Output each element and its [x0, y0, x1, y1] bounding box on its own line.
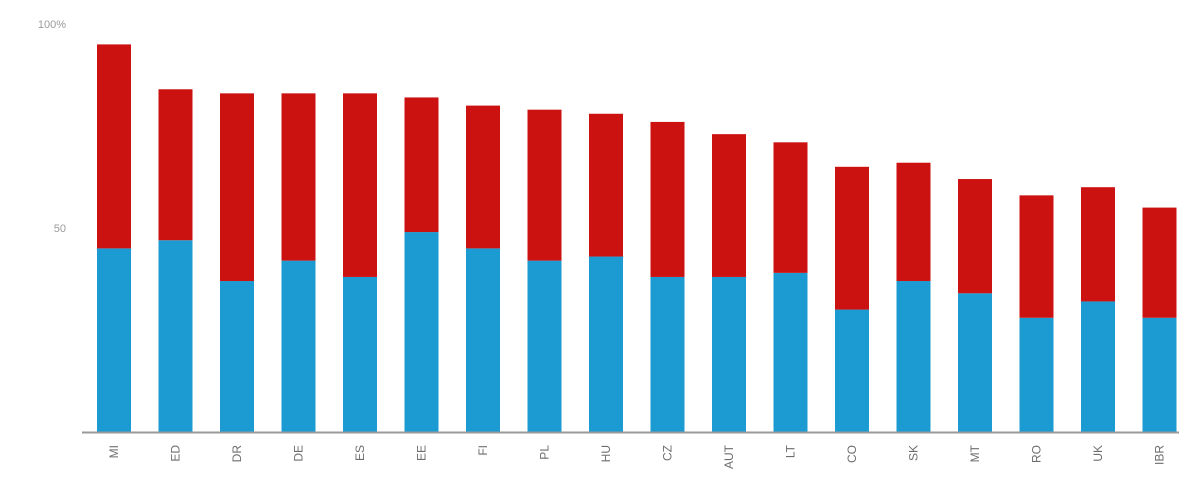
bar-segment-1 [1019, 317, 1054, 432]
category-label: MT [968, 444, 982, 462]
bar-segment-1 [835, 309, 869, 432]
bar-segment-2 [1019, 195, 1054, 318]
category-label: CO [845, 445, 859, 463]
bar-segment-1 [896, 281, 931, 432]
category-label: AUT [722, 444, 736, 469]
category-label: EE [415, 445, 429, 461]
category-label: RO [1030, 445, 1044, 463]
bar-segment-1 [158, 240, 193, 432]
bar-segment-2 [343, 93, 377, 277]
bar-segment-1 [650, 276, 685, 432]
bar-segment-2 [97, 44, 131, 249]
bar-segment-2 [281, 93, 316, 261]
bar-segment-2 [158, 89, 193, 241]
bar-segment-2 [712, 134, 746, 277]
bar-segment-2 [650, 121, 685, 277]
category-label: HU [599, 445, 613, 462]
category-label: FI [476, 445, 490, 456]
bar-segment-1 [97, 248, 131, 432]
category-label: ED [169, 445, 183, 462]
y-tick-label: 100% [38, 19, 66, 31]
category-label: MI [107, 445, 121, 458]
category-label: UK [1091, 445, 1105, 462]
bar-segment-2 [404, 97, 439, 233]
bar-segment-1 [1142, 317, 1177, 432]
bar-segment-1 [589, 256, 623, 432]
category-label: IBR [1153, 445, 1167, 465]
category-label: DE [292, 445, 306, 462]
bar-segment-2 [773, 142, 808, 273]
bar-segment-2 [835, 166, 869, 310]
category-label: CZ [661, 445, 675, 461]
x-axis: MI ED DR DE ES EE FI PL HU CZ AUT LT CO SK MT RO UK IBR [107, 444, 1167, 469]
category-label: ES [353, 445, 367, 461]
bar-segment-1 [466, 248, 500, 432]
bar-segment-1 [958, 293, 992, 432]
category-label: PL [538, 445, 552, 460]
bar-segment-2 [958, 179, 992, 294]
bar-segment-1 [1081, 301, 1115, 432]
category-label: SK [907, 445, 921, 461]
bar-segment-2 [589, 113, 623, 257]
bar-segment-1 [343, 276, 377, 432]
bar-segment-2 [527, 109, 562, 261]
bar-segment-1 [404, 232, 439, 432]
bar-segment-2 [466, 105, 500, 249]
y-axis: 50 100% [38, 19, 66, 235]
bar-segment-1 [527, 260, 562, 432]
bar-segment-1 [773, 272, 808, 432]
bar-segment-2 [1081, 187, 1115, 302]
bar-segment-1 [281, 260, 316, 432]
bar-segment-2 [1142, 207, 1177, 318]
bar-segment-2 [220, 93, 254, 282]
bar-segment-1 [712, 276, 746, 432]
category-label: LT [784, 444, 798, 458]
bar-segment-2 [896, 162, 931, 282]
y-tick-label: 50 [54, 223, 66, 235]
bars [97, 44, 1177, 432]
category-label: DR [230, 445, 244, 463]
bar-segment-1 [220, 281, 254, 432]
